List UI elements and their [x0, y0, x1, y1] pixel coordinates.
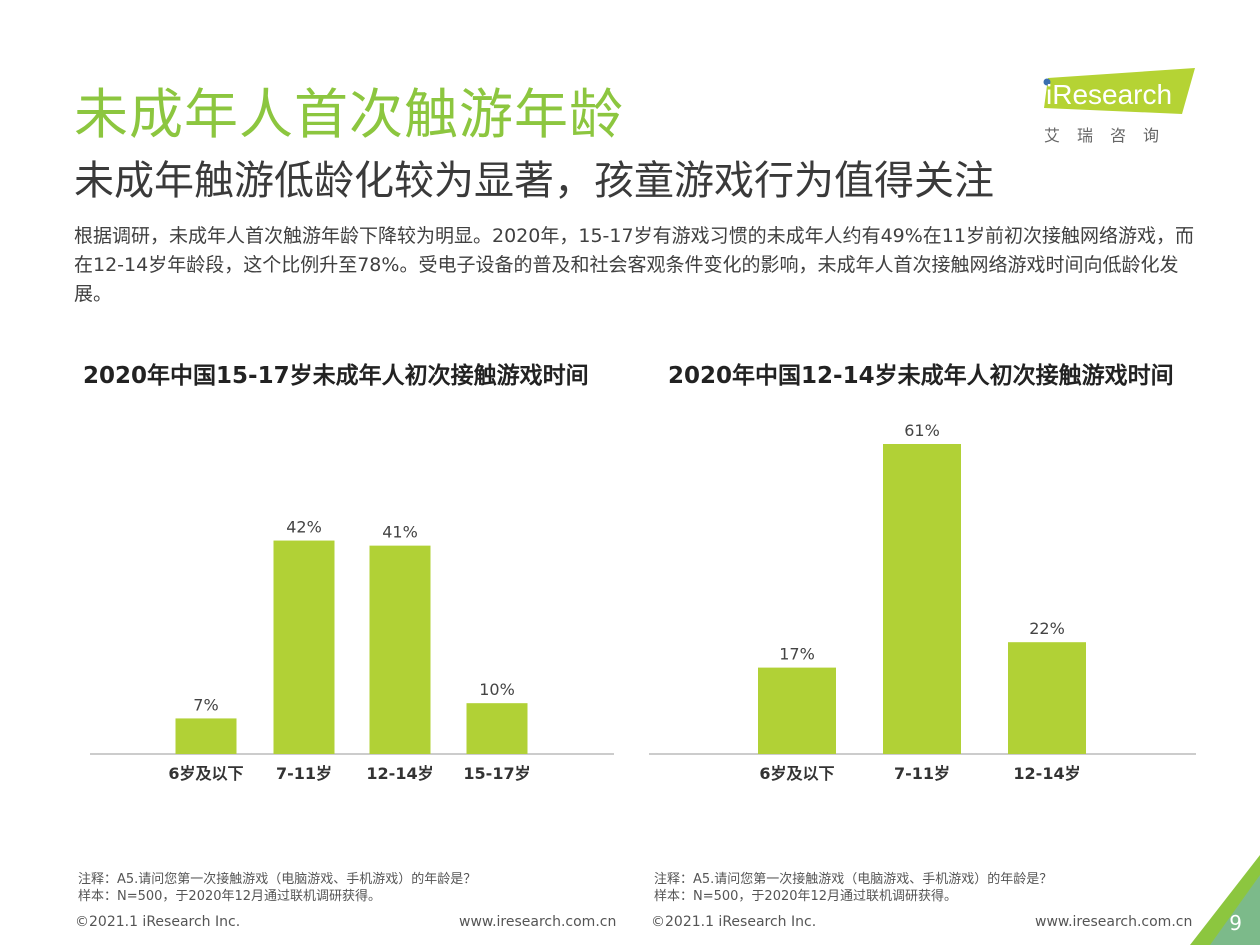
- chart1-data-label: 41%: [382, 523, 418, 542]
- page-subtitle: 未成年触游低龄化较为显著，孩童游戏行为值得关注: [74, 158, 994, 204]
- chart2-data-label: 61%: [904, 421, 940, 440]
- chart2-copyright: ©2021.1 iResearch Inc.: [651, 914, 817, 930]
- intro-paragraph: 根据调研，未成年人首次触游年龄下降较为明显。2020年，15-17岁有游戏习惯的…: [74, 225, 1194, 305]
- corner-decoration: [1190, 855, 1260, 945]
- chart1-bar: [175, 718, 237, 754]
- chart1-data-label: 7%: [193, 695, 218, 714]
- chart2-title: 2020年中国12-14岁未成年人初次接触游戏时间: [668, 363, 1174, 389]
- chart1-bar: [273, 540, 335, 754]
- chart2-category-label: 12-14岁: [1013, 764, 1080, 783]
- page-title: 未成年人首次触游年龄: [74, 83, 624, 146]
- chart1-category-label: 12-14岁: [366, 764, 433, 783]
- chart2-bar-chart: 17% 6岁及以下 61% 7-11岁 22% 12-14岁: [649, 421, 1196, 783]
- chart1-website[interactable]: www.iresearch.com.cn: [459, 914, 617, 930]
- chart2-bar: [758, 667, 836, 754]
- chart1-copyright: ©2021.1 iResearch Inc.: [75, 914, 241, 930]
- chart1-bar: [369, 545, 431, 754]
- chart1-bar-chart: 7% 6岁及以下 42% 7-11岁 41% 12-14岁 10% 15-17岁: [90, 518, 614, 783]
- chart2-data-label: 17%: [779, 645, 815, 664]
- chart2-data-label: 22%: [1029, 619, 1065, 638]
- page-number: 9: [1229, 911, 1242, 935]
- chart1-note: 注释：A5.请问您第一次接触游戏（电脑游戏、手机游戏）的年龄是？: [78, 872, 477, 887]
- chart1-title: 2020年中国15-17岁未成年人初次接触游戏时间: [83, 363, 589, 389]
- chart2-sample: 样本：N=500，于2020年12月通过联机调研获得。: [654, 889, 958, 904]
- chart1-data-label: 10%: [479, 680, 515, 699]
- chart1-bar: [466, 703, 528, 754]
- chart2-bar: [883, 444, 961, 754]
- chart2-category-label: 7-11岁: [894, 764, 950, 783]
- chart2-category-label: 6岁及以下: [759, 764, 834, 783]
- logo-subtitle: 艾瑞咨询: [1044, 126, 1177, 145]
- chart2-bar: [1008, 642, 1086, 754]
- iresearch-logo: iResearch: [1043, 68, 1195, 114]
- chart2-website[interactable]: www.iresearch.com.cn: [1035, 914, 1193, 930]
- chart1-category-label: 7-11岁: [276, 764, 332, 783]
- chart1-sample: 样本：N=500，于2020年12月通过联机调研获得。: [78, 889, 382, 904]
- chart2-note: 注释：A5.请问您第一次接触游戏（电脑游戏、手机游戏）的年龄是？: [654, 872, 1053, 887]
- chart1-category-label: 15-17岁: [463, 764, 530, 783]
- logo-text: iResearch: [1046, 79, 1172, 110]
- chart1-category-label: 6岁及以下: [168, 764, 243, 783]
- chart1-data-label: 42%: [286, 518, 322, 537]
